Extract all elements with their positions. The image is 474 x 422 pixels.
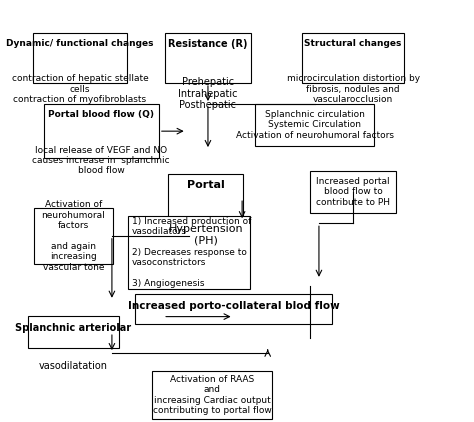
Text: Activation of
neurohumoral
factors

and again
increasing
vascular tone: Activation of neurohumoral factors and a… xyxy=(42,200,105,271)
FancyBboxPatch shape xyxy=(44,104,159,158)
FancyBboxPatch shape xyxy=(310,171,396,213)
FancyBboxPatch shape xyxy=(34,208,113,264)
Text: Dynamic/ functional changes: Dynamic/ functional changes xyxy=(6,39,154,48)
FancyBboxPatch shape xyxy=(27,316,119,348)
Text: Resistance (R): Resistance (R) xyxy=(168,39,248,49)
FancyBboxPatch shape xyxy=(128,216,250,289)
Text: vasodilatation: vasodilatation xyxy=(39,361,108,371)
FancyBboxPatch shape xyxy=(302,33,404,83)
Text: microcirculation distortion by
fibrosis, nodules and
vascularocclusion: microcirculation distortion by fibrosis,… xyxy=(286,74,419,104)
FancyBboxPatch shape xyxy=(153,371,272,419)
Text: local release of VEGF and NO
causes increase in  splanchnic
blood flow: local release of VEGF and NO causes incr… xyxy=(32,146,170,176)
Text: Increased portal
blood flow to
contribute to PH: Increased portal blood flow to contribut… xyxy=(316,177,390,207)
Text: Increased porto-collateral blod flow: Increased porto-collateral blod flow xyxy=(128,301,339,311)
Text: Splanchnic circulation
Systemic Circulation
Activation of neurohumoral factors: Splanchnic circulation Systemic Circulat… xyxy=(236,110,394,140)
FancyBboxPatch shape xyxy=(165,33,251,83)
FancyBboxPatch shape xyxy=(136,295,332,324)
FancyBboxPatch shape xyxy=(168,174,243,222)
Text: Splanchnic arteriolar: Splanchnic arteriolar xyxy=(16,323,132,333)
Text: Structural changes: Structural changes xyxy=(304,39,402,48)
FancyBboxPatch shape xyxy=(33,33,127,83)
Text: contraction of hepatic stellate
cells
contraction of myofibroblasts: contraction of hepatic stellate cells co… xyxy=(11,74,148,104)
Text: Portal blood flow (Q): Portal blood flow (Q) xyxy=(48,110,154,119)
Text: Portal: Portal xyxy=(187,180,225,190)
Text: 1) Increased production of
vasodilators

2) Decreases response to
vasoconstricto: 1) Increased production of vasodilators … xyxy=(132,217,252,288)
Text: Prehepatic
Intrahepatic
Posthepatic: Prehepatic Intrahepatic Posthepatic xyxy=(178,77,237,111)
Text: Hypertension
(PH): Hypertension (PH) xyxy=(169,224,243,246)
Text: Activation of RAAS
and
increasing Cardiac output
contributing to portal flow: Activation of RAAS and increasing Cardia… xyxy=(153,375,272,415)
FancyBboxPatch shape xyxy=(255,104,374,146)
